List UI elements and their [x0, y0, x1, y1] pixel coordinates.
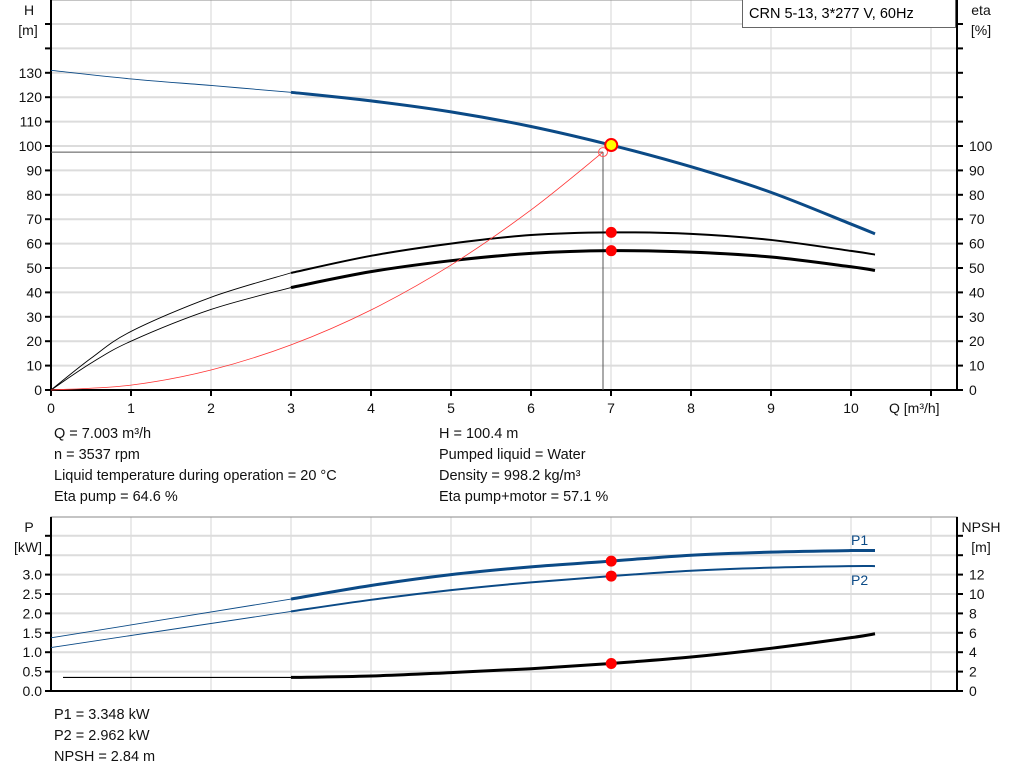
curve-system_curve-extension — [50, 151, 604, 391]
y-tick-label-left: 0.0 — [23, 683, 43, 699]
x-tick-label: 5 — [447, 400, 455, 416]
y-tick-label-left: 90 — [26, 162, 42, 178]
curve-P2-extension — [50, 611, 292, 648]
y-tick-label-left: 30 — [26, 309, 42, 325]
y-tick-label-left: 60 — [26, 236, 42, 252]
info-eta-pump: Eta pump = 64.6 % — [54, 489, 178, 505]
y-tick-label-right: 90 — [969, 162, 985, 178]
y-tick-label-right: 6 — [969, 625, 977, 641]
info-flow: Q = 7.003 m³/h — [54, 426, 152, 442]
power-point-marker — [605, 555, 617, 567]
y-axis-label-left: P — [24, 519, 33, 535]
operating-point-marker — [604, 138, 619, 153]
y-tick-label-left: 20 — [26, 333, 42, 349]
curve-P2 — [290, 564, 876, 613]
y-tick-label-left: 2.5 — [23, 586, 43, 602]
y-tick-label-right: 0 — [969, 382, 977, 398]
y-tick-label-right: 12 — [969, 567, 985, 583]
y-tick-label-right: 2 — [969, 664, 977, 680]
info-eta-pump-motor: Eta pump+motor = 57.1 % — [439, 489, 609, 505]
info-p2: P2 = 2.962 kW — [54, 728, 150, 744]
series-label-p1: P1 — [851, 532, 868, 548]
info-p1: P1 = 3.348 kW — [54, 707, 150, 723]
y-tick-label-left: 0 — [34, 382, 42, 398]
y-tick-label-right: 10 — [969, 586, 985, 602]
curve-eta_pump_motor-extension — [50, 287, 292, 391]
info-head: H = 100.4 m — [439, 426, 519, 442]
curve-eta_pump_motor — [290, 249, 876, 289]
y-tick-label-right: 50 — [969, 260, 985, 276]
y-tick-label-left: 50 — [26, 260, 42, 276]
y-tick-label-right: 70 — [969, 211, 985, 227]
y-tick-label-right: 8 — [969, 605, 977, 621]
y-tick-label-left: 40 — [26, 284, 42, 300]
y-axis-label-right: eta — [971, 2, 991, 18]
power-point-marker — [605, 570, 617, 582]
info-speed: n = 3537 rpm — [54, 447, 140, 463]
x-axis-label: Q [m³/h] — [889, 400, 940, 416]
x-tick-label: 7 — [607, 400, 615, 416]
x-tick-label: 3 — [287, 400, 295, 416]
efficiency-point-marker — [605, 226, 617, 238]
info-top-left: Q = 7.003 m³/h n = 3537 rpm Liquid tempe… — [54, 424, 337, 508]
series-label-p2: P2 — [851, 572, 868, 588]
y-axis-unit-right: [%] — [971, 22, 991, 38]
y-tick-label-left: 10 — [26, 358, 42, 374]
y-tick-label-right: 100 — [969, 138, 993, 154]
info-temperature: Liquid temperature during operation = 20… — [54, 468, 337, 484]
y-tick-label-right: 80 — [969, 187, 985, 203]
y-tick-label-right: 4 — [969, 644, 977, 660]
info-bottom: P1 = 3.348 kW P2 = 2.962 kW NPSH = 2.84 … — [54, 705, 155, 768]
x-tick-label: 0 — [47, 400, 55, 416]
efficiency-point-marker — [605, 245, 617, 257]
pump-title: CRN 5-13, 3*277 V, 60Hz — [742, 0, 956, 28]
x-tick-label: 6 — [527, 400, 535, 416]
x-tick-label: 9 — [767, 400, 775, 416]
x-tick-label: 1 — [127, 400, 135, 416]
y-tick-label-left: 80 — [26, 187, 42, 203]
y-tick-label-left: 2.0 — [23, 605, 43, 621]
y-tick-label-right: 20 — [969, 333, 985, 349]
y-axis-label-right: NPSH — [962, 519, 1001, 535]
x-tick-label: 8 — [687, 400, 695, 416]
y-axis-label-left: H — [24, 2, 34, 18]
info-liquid: Pumped liquid = Water — [439, 447, 586, 463]
y-tick-label-right: 30 — [969, 309, 985, 325]
y-tick-label-left: 110 — [20, 114, 43, 130]
y-tick-label-left: 100 — [19, 138, 43, 154]
info-density: Density = 998.2 kg/m³ — [439, 468, 581, 484]
curve-eta_pump-extension — [50, 272, 292, 391]
curve-H-extension — [50, 69, 292, 93]
curve-H — [290, 90, 876, 236]
info-top-right: H = 100.4 m Pumped liquid = Water Densit… — [439, 424, 608, 508]
y-tick-label-left: 130 — [19, 65, 43, 81]
info-npsh: NPSH = 2.84 m — [54, 749, 156, 765]
y-tick-label-left: 120 — [19, 89, 43, 105]
y-axis-unit-left: [kW] — [14, 539, 42, 555]
y-tick-label-left: 0.5 — [23, 664, 43, 680]
curve-P1-extension — [50, 598, 292, 639]
plot-frame — [50, 516, 958, 692]
y-tick-label-left: 70 — [26, 211, 42, 227]
x-tick-label: 2 — [207, 400, 215, 416]
y-tick-label-left: 1.0 — [23, 644, 43, 660]
npsh-point-marker — [605, 657, 617, 669]
y-tick-label-right: 40 — [969, 284, 985, 300]
y-axis-unit-right: [m] — [971, 539, 990, 555]
duty-point-marker — [598, 147, 608, 158]
x-tick-label: 4 — [367, 400, 375, 416]
y-tick-label-left: 3.0 — [23, 567, 43, 583]
y-axis-unit-left: [m] — [18, 22, 37, 38]
y-tick-label-right: 0 — [969, 683, 977, 699]
y-tick-label-right: 10 — [969, 358, 985, 374]
y-tick-label-right: 60 — [969, 236, 985, 252]
x-tick-label: 10 — [843, 400, 859, 416]
y-tick-label-left: 1.5 — [23, 625, 43, 641]
